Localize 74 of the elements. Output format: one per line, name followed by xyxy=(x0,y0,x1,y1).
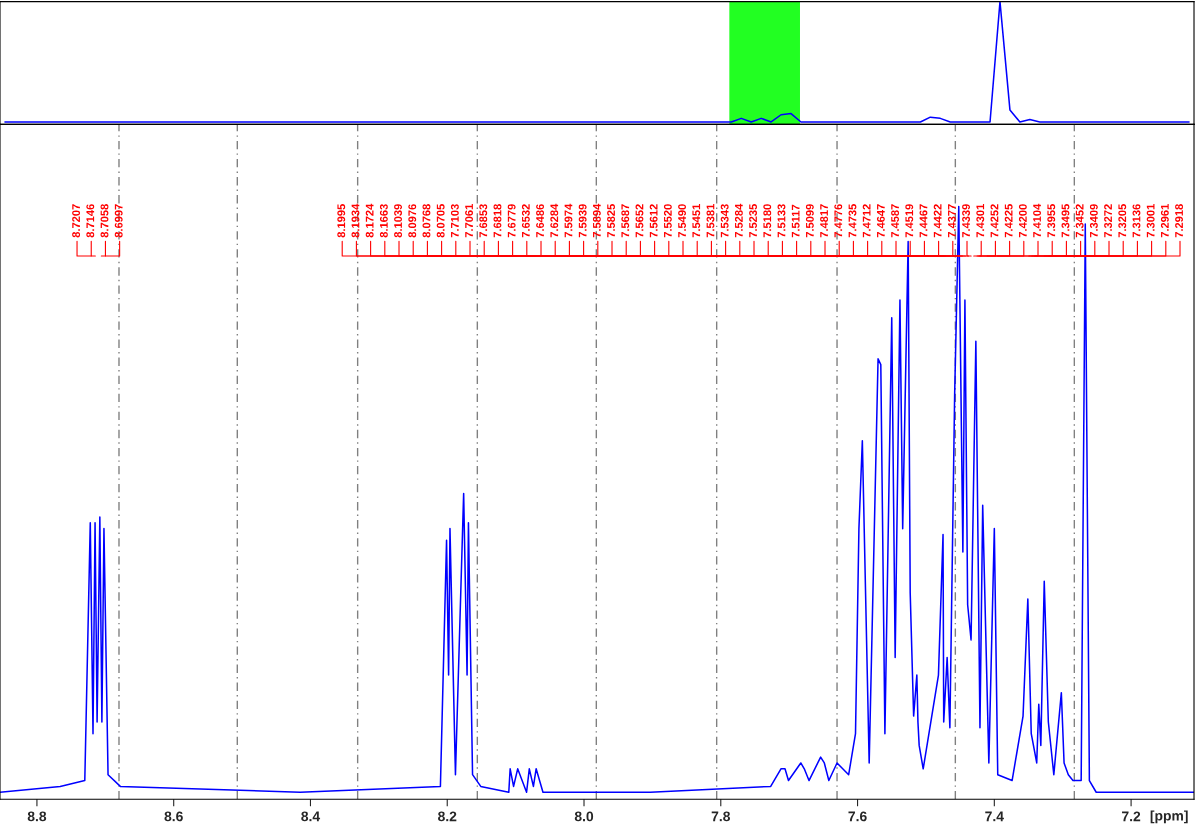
annotation: 7.5099 xyxy=(805,204,814,238)
annotation: 8.1663 xyxy=(379,204,388,238)
x-tick-label: 7.4 xyxy=(985,811,1004,822)
annotation: 7.4200 xyxy=(1018,204,1027,238)
annotation: 7.4301 xyxy=(976,204,985,238)
annotation: 7.3495 xyxy=(1061,204,1070,238)
x-tick-label: 7.8 xyxy=(711,811,731,822)
annotation: 8.7058 xyxy=(100,204,109,238)
annotation: 7.3955 xyxy=(1047,204,1056,238)
annotation: 7.4377 xyxy=(947,204,956,238)
annotation: 7.6532 xyxy=(521,204,530,238)
annotation: 7.4339 xyxy=(962,204,971,238)
annotation: 7.3272 xyxy=(1104,204,1113,238)
annotation: 7.3452 xyxy=(1075,204,1084,238)
annotation: 7.5284 xyxy=(734,203,743,238)
annotation: 7.4776 xyxy=(834,204,843,238)
annotation: 7.5490 xyxy=(678,204,686,238)
x-axis-title: [ppm] xyxy=(1150,810,1188,824)
annotation: 7.3001 xyxy=(1146,204,1155,238)
annotation: 7.5974 xyxy=(564,203,573,238)
annotation: 7.4735 xyxy=(848,204,857,238)
x-tick-label: 8.6 xyxy=(164,811,183,822)
annotation: 7.6486 xyxy=(536,204,544,238)
annotation: 7.4252 xyxy=(990,204,999,238)
annotation: 7.3136 xyxy=(1132,204,1141,238)
annotation: 8.1934 xyxy=(351,203,360,238)
annotation: 8.1995 xyxy=(337,204,346,238)
annotation: 8.6997 xyxy=(114,204,123,238)
annotation: 8.0976 xyxy=(408,204,417,238)
x-tick-label: 8.0 xyxy=(574,811,594,822)
annotation: 8.7207 xyxy=(72,204,81,238)
annotation: 8.1724 xyxy=(365,203,374,238)
annotation: 7.4422 xyxy=(933,204,942,238)
annotation: 7.6779 xyxy=(507,204,516,238)
annotation: 7.2961 xyxy=(1160,204,1169,238)
annotation: 7.5687 xyxy=(621,204,630,238)
annotation: 7.4712 xyxy=(862,204,871,238)
annotation: 7.5343 xyxy=(720,204,729,238)
annotation: 7.5825 xyxy=(607,204,615,238)
annotation: 8.7146 xyxy=(86,204,95,238)
annotation: 7.5894 xyxy=(592,203,601,238)
annotation: 7.6284 xyxy=(550,203,559,238)
annotation: 7.4519 xyxy=(905,204,914,238)
annotation: 7.5235 xyxy=(749,204,758,238)
x-tick-label: 8.4 xyxy=(301,811,321,822)
annotation: 7.4225 xyxy=(1004,204,1013,238)
annotation: 7.3409 xyxy=(1089,204,1098,238)
annotation: 7.5451 xyxy=(692,204,701,238)
annotation: 7.5652 xyxy=(635,204,644,238)
annotation: 7.4104 xyxy=(1033,203,1041,238)
annotation: 8.0768 xyxy=(422,204,431,238)
annotation: 7.5180 xyxy=(763,204,772,238)
annotation: 7.4587 xyxy=(891,204,899,238)
annotation: 7.3205 xyxy=(1118,204,1127,238)
x-tick-label: 7.6 xyxy=(848,811,867,822)
annotation: 7.5612 xyxy=(649,204,658,238)
annotation: 7.6818 xyxy=(493,204,502,238)
annotation: 7.5117 xyxy=(791,204,800,238)
x-tick-label: 7.2 xyxy=(1122,811,1141,822)
annotation: 7.4467 xyxy=(919,204,928,238)
annotation: 7.5133 xyxy=(777,204,786,238)
annotation: 7.5939 xyxy=(578,204,587,238)
annotation: 7.2918 xyxy=(1175,204,1183,238)
annotation: 8.1039 xyxy=(394,204,403,238)
x-tick-label: 8.2 xyxy=(438,811,457,822)
x-tick-label: 8.8 xyxy=(27,811,47,822)
annotation: 7.6853 xyxy=(479,204,488,238)
annotation: 7.5520 xyxy=(663,204,672,238)
annotation: 8.0705 xyxy=(436,204,445,238)
annotation: 7.4817 xyxy=(820,204,828,238)
annotation: 7.7061 xyxy=(465,204,473,238)
annotation: 7.5381 xyxy=(706,204,715,238)
annotation: 7.4647 xyxy=(876,204,885,238)
annotation: 7.7103 xyxy=(450,204,459,238)
